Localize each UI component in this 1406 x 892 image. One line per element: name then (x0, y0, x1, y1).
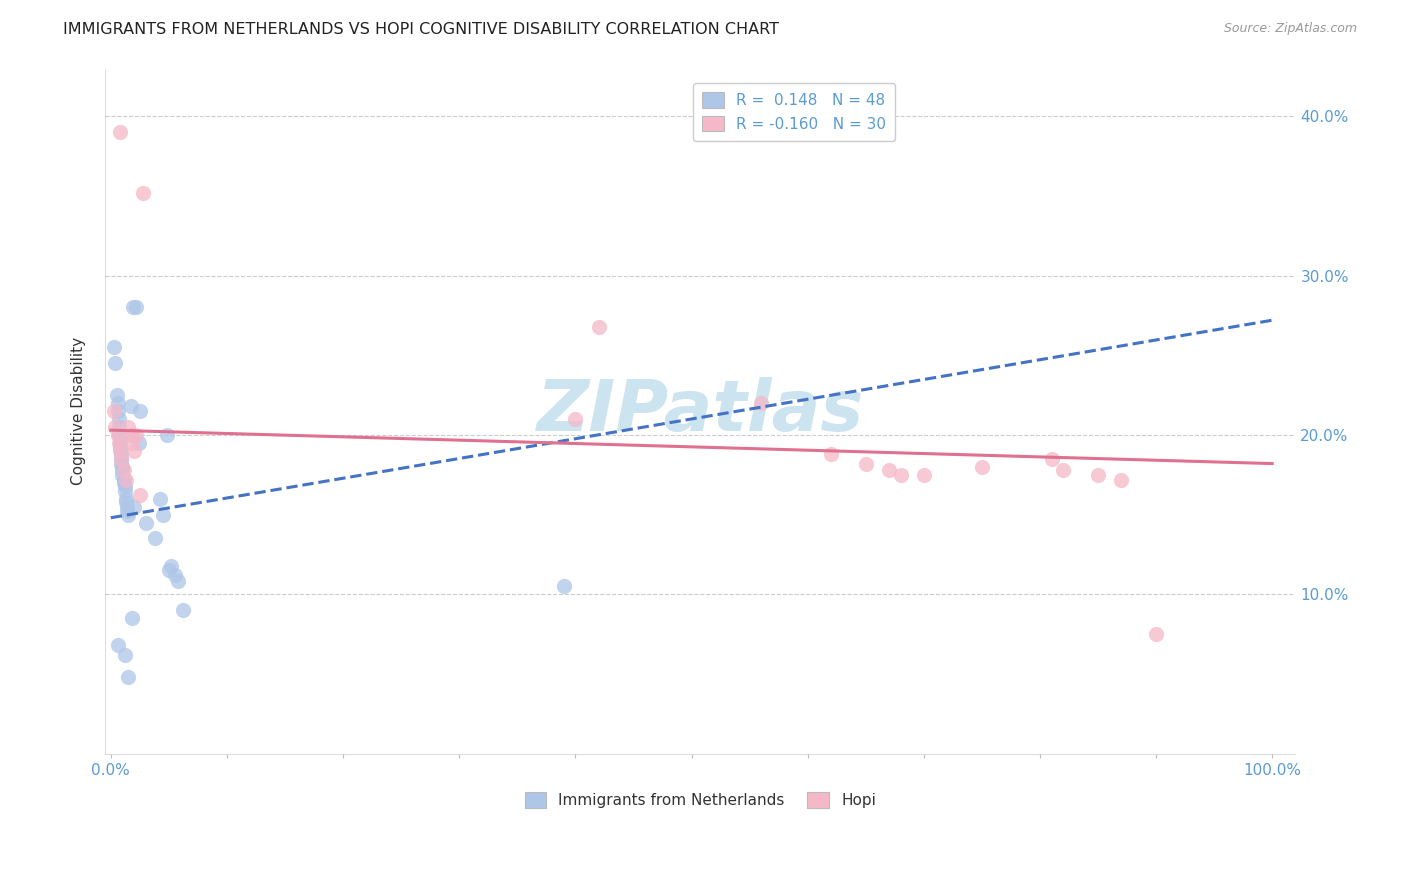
Point (108, 435, 131, 450)
Point (117, 670, 139, 684)
Point (111, 467, 134, 482)
Point (121, 428, 143, 442)
Point (155, 428, 177, 442)
Text: ZIPatlas: ZIPatlas (537, 376, 863, 445)
Point (1052, 463, 1074, 477)
Point (1040, 451, 1063, 466)
Point (749, 396, 772, 410)
Point (115, 500, 138, 514)
Point (117, 508, 139, 522)
Point (120, 399, 142, 413)
Point (855, 457, 877, 471)
Point (890, 467, 912, 482)
Point (970, 459, 993, 474)
Point (107, 404, 129, 418)
Point (115, 495, 138, 509)
Point (122, 500, 145, 514)
Y-axis label: Cognitive Disability: Cognitive Disability (72, 337, 86, 485)
Point (115, 504, 138, 518)
Point (105, 388, 128, 402)
Point (132, 186, 155, 200)
Point (121, 611, 143, 625)
Point (110, 457, 132, 471)
Point (553, 579, 575, 593)
Point (108, 441, 131, 455)
Point (112, 473, 135, 487)
Point (108, 428, 131, 442)
Point (115, 473, 138, 487)
Point (135, 516, 157, 530)
Point (108, 412, 131, 426)
Point (912, 467, 935, 482)
Point (1087, 467, 1109, 482)
Point (167, 574, 190, 589)
Point (877, 463, 900, 477)
Point (114, 483, 136, 498)
Point (107, 638, 129, 652)
Point (107, 396, 129, 410)
Point (108, 435, 131, 450)
Point (110, 451, 132, 466)
Point (110, 451, 132, 466)
Point (152, 508, 174, 522)
Point (157, 563, 180, 577)
Point (108, 125, 131, 139)
Point (120, 428, 142, 442)
Legend: Immigrants from Netherlands, Hopi: Immigrants from Netherlands, Hopi (519, 786, 882, 814)
Point (1109, 473, 1132, 487)
Point (820, 447, 842, 461)
Point (122, 443, 145, 458)
Point (143, 532, 166, 546)
Point (172, 603, 194, 617)
Point (564, 412, 586, 426)
Point (112, 475, 135, 490)
Text: Source: ZipAtlas.com: Source: ZipAtlas.com (1223, 22, 1357, 36)
Point (108, 420, 131, 434)
Point (108, 431, 131, 445)
Point (148, 491, 170, 506)
Point (121, 301, 143, 315)
Point (114, 479, 136, 493)
Point (114, 648, 136, 662)
Point (111, 463, 134, 477)
Point (1144, 627, 1167, 641)
Point (128, 404, 150, 418)
Point (103, 340, 125, 354)
Point (111, 459, 134, 474)
Point (107, 428, 129, 442)
Point (112, 463, 135, 477)
Point (125, 301, 148, 315)
Point (104, 356, 127, 370)
Point (125, 428, 148, 442)
Point (160, 558, 183, 573)
Point (128, 435, 150, 450)
Point (115, 491, 138, 506)
Text: IMMIGRANTS FROM NETHERLANDS VS HOPI COGNITIVE DISABILITY CORRELATION CHART: IMMIGRANTS FROM NETHERLANDS VS HOPI COGN… (63, 22, 779, 37)
Point (103, 404, 125, 418)
Point (104, 420, 127, 434)
Point (128, 488, 150, 502)
Point (588, 319, 610, 334)
Point (117, 420, 139, 434)
Point (108, 443, 131, 458)
Point (121, 435, 143, 450)
Point (110, 447, 132, 461)
Point (163, 568, 186, 582)
